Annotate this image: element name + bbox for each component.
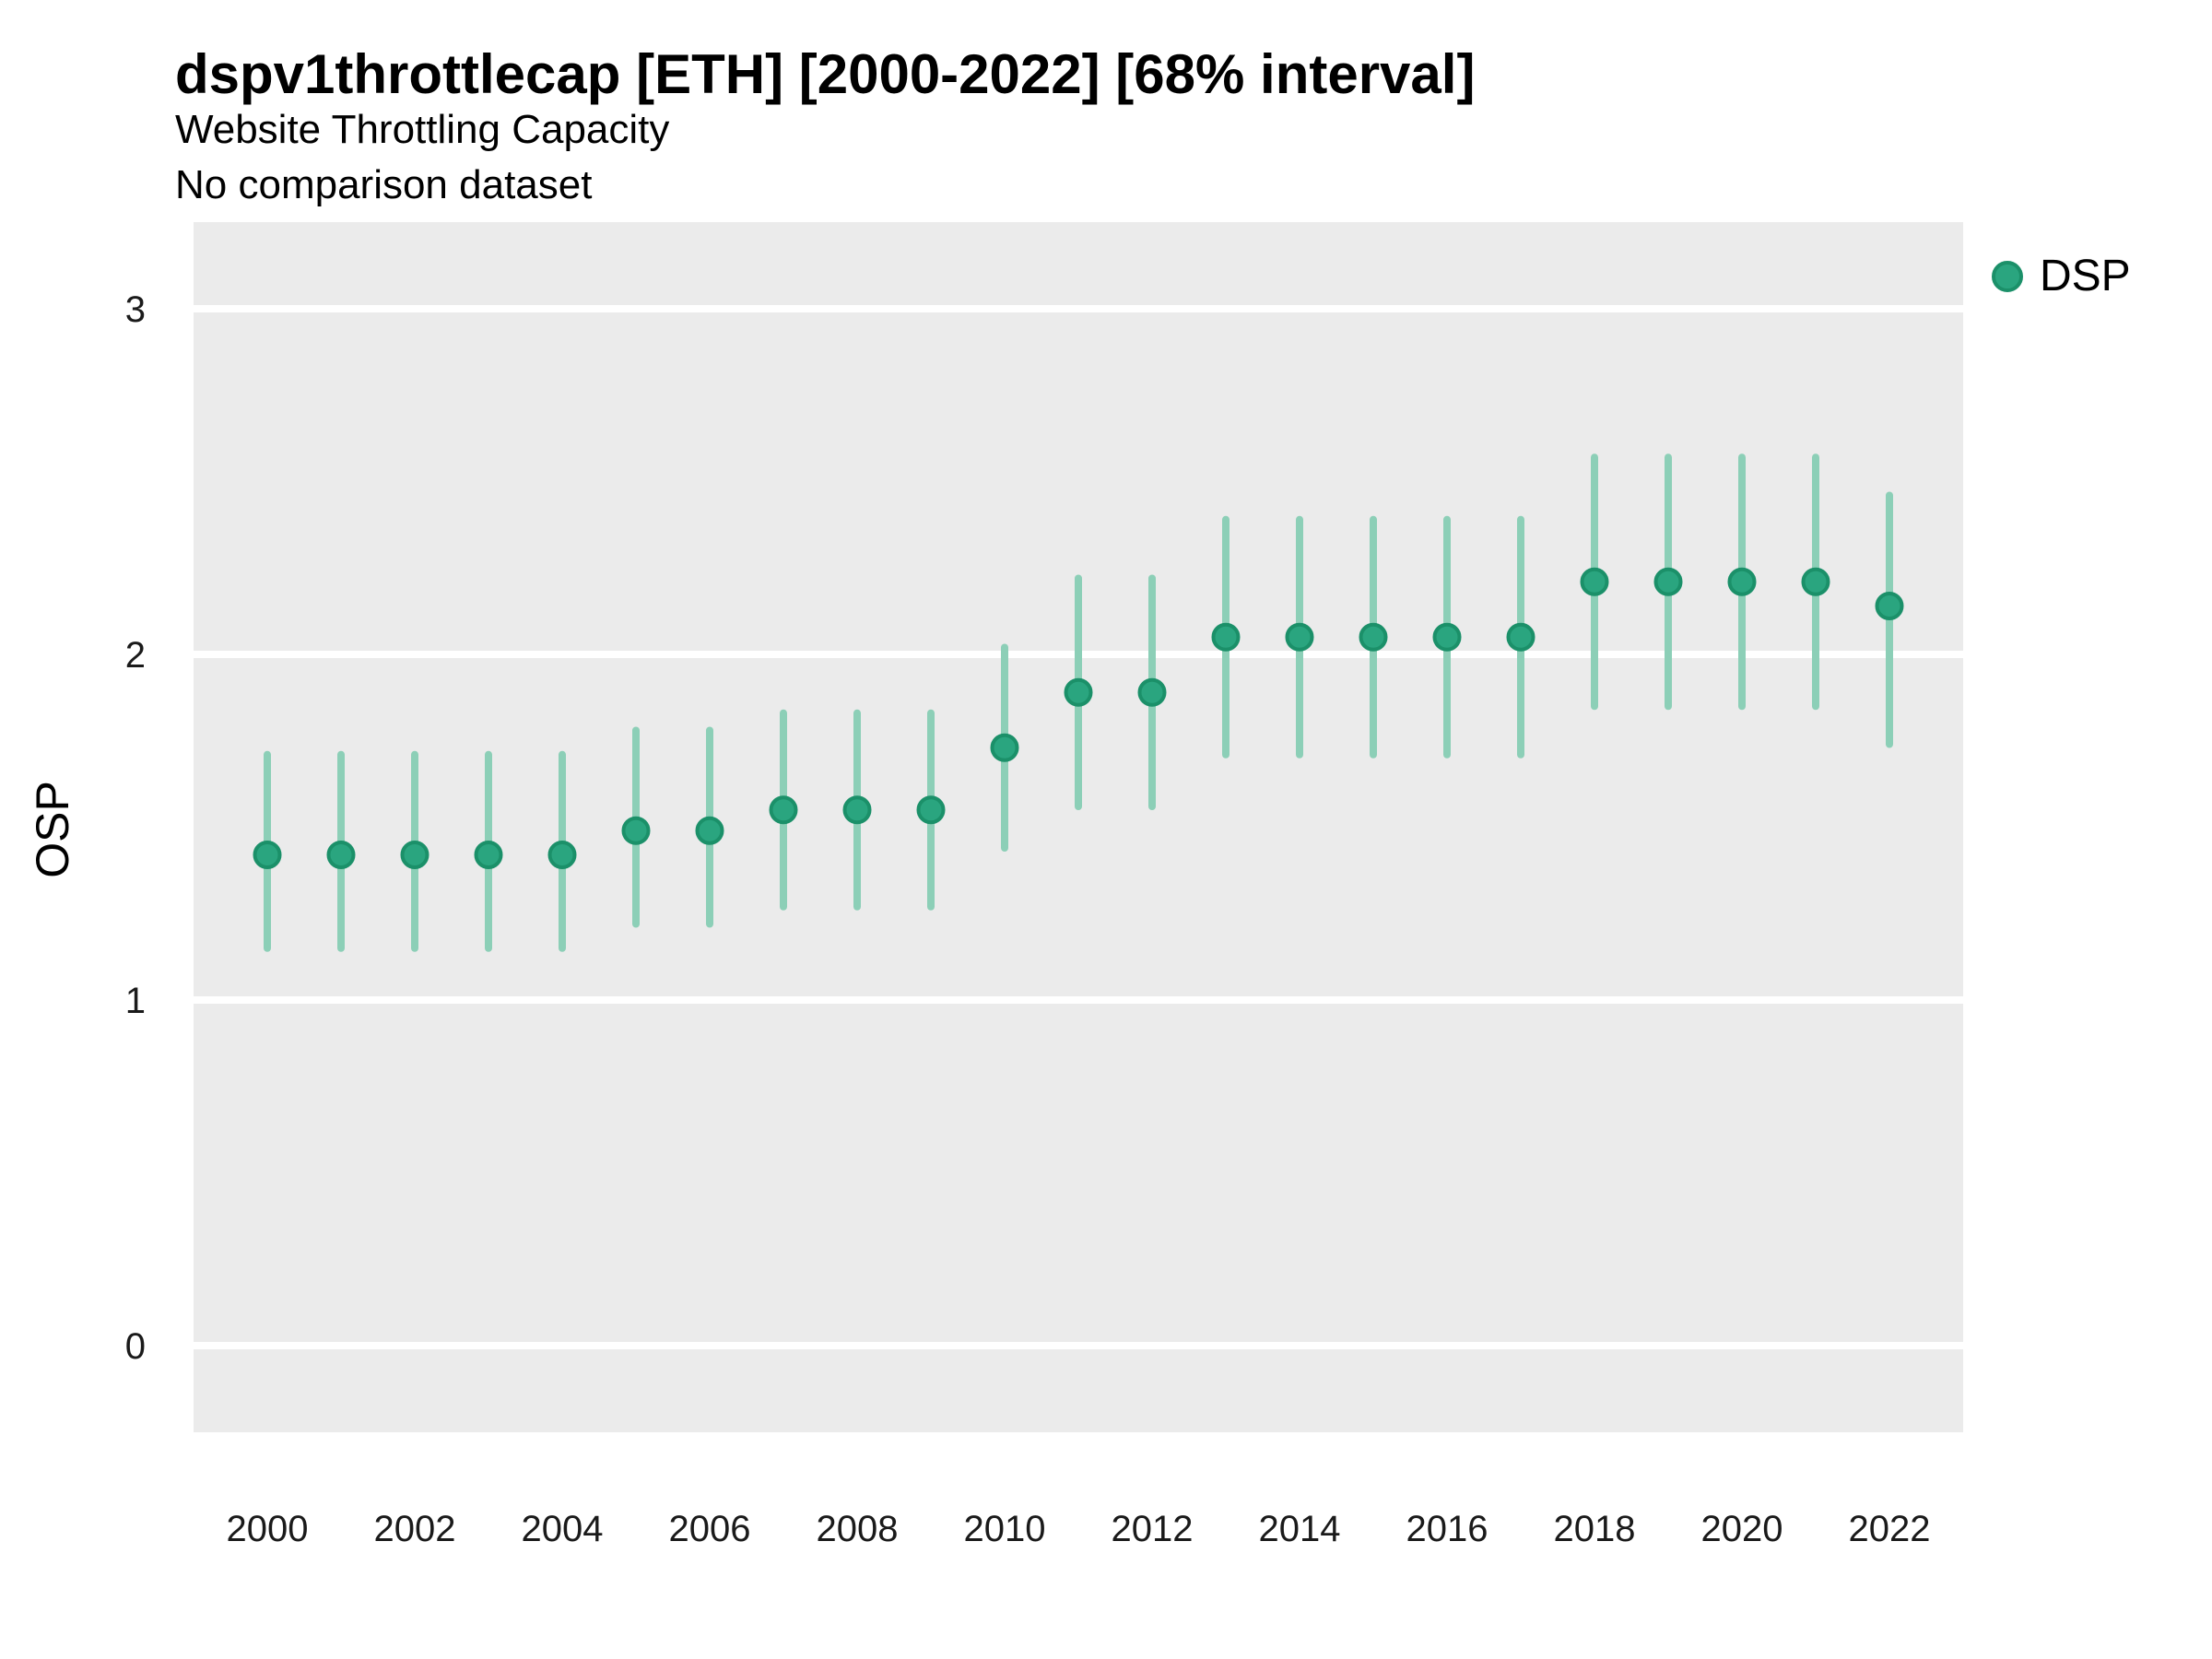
panel-background	[194, 222, 1963, 1432]
point-2017	[1506, 622, 1535, 652]
point-2008	[842, 795, 872, 825]
point-2021	[1801, 567, 1830, 596]
x-tick-label: 2022	[1849, 1509, 1931, 1549]
y-tick-label: 0	[125, 1326, 146, 1367]
x-tick-label: 2012	[1112, 1509, 1194, 1549]
x-tick-label: 2002	[374, 1509, 456, 1549]
point-2013	[1211, 622, 1241, 652]
point-2011	[1064, 677, 1093, 707]
point-2001	[326, 841, 356, 869]
point-2007	[769, 795, 798, 825]
point-2016	[1432, 622, 1462, 652]
point-2019	[1653, 567, 1683, 596]
point-2004	[547, 841, 577, 869]
chart-subtitle-line2: No comparison dataset	[175, 162, 593, 207]
point-2005	[621, 816, 651, 845]
x-tick-label: 2010	[964, 1509, 1046, 1549]
y-tick-label: 3	[125, 289, 146, 330]
point-2002	[400, 841, 429, 869]
point-2015	[1359, 622, 1388, 652]
point-2018	[1580, 567, 1609, 596]
x-tick-label: 2014	[1259, 1509, 1341, 1549]
y-tick-label: 1	[125, 981, 146, 1021]
x-tick-label: 2018	[1554, 1509, 1636, 1549]
point-2006	[695, 816, 724, 845]
point-2022	[1875, 592, 1904, 620]
point-2010	[990, 733, 1019, 762]
point-2014	[1285, 622, 1314, 652]
x-tick-label: 2016	[1406, 1509, 1488, 1549]
x-tick-label: 2004	[522, 1509, 604, 1549]
legend-label: DSP	[2040, 252, 2131, 300]
point-2003	[474, 841, 503, 869]
point-2009	[916, 795, 946, 825]
legend: DSP	[1992, 251, 2131, 301]
y-tick-label: 2	[125, 635, 146, 676]
x-tick-label: 2000	[227, 1509, 309, 1549]
point-2020	[1727, 567, 1757, 596]
point-2000	[253, 841, 282, 869]
legend-point-icon	[1992, 260, 2023, 292]
point-2012	[1137, 677, 1167, 707]
x-tick-label: 2006	[669, 1509, 751, 1549]
chart-title: dspv1throttlecap [ETH] [2000-2022] [68% …	[175, 43, 1476, 105]
x-tick-label: 2008	[817, 1509, 899, 1549]
x-tick-label: 2020	[1701, 1509, 1783, 1549]
chart-subtitle: Website Throttling Capacity	[175, 107, 670, 152]
